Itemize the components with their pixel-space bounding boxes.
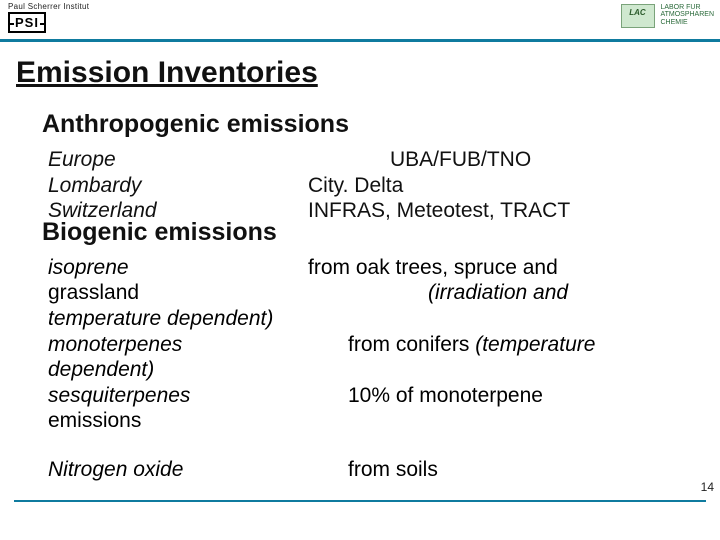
bio-row: isoprene from oak trees, spruce and [48, 255, 702, 281]
bio-row: monoterpenes from conifers (temperature [48, 332, 702, 358]
anthro-source: UBA/FUB/TNO [308, 147, 702, 173]
anthro-row: Europe UBA/FUB/TNO [48, 147, 702, 173]
nitrogen-row: Nitrogen oxide from soils [48, 458, 702, 482]
anthro-region: Europe [48, 147, 308, 173]
bio-source: from oak trees, spruce and [308, 255, 702, 281]
bio-row: grassland (irradiation and [48, 280, 702, 306]
logo-left: Paul Scherrer Institut PSI [8, 2, 89, 33]
lac-badge-icon: LAC [621, 4, 655, 28]
nitrogen-source: from soils [348, 458, 702, 482]
header-bar: Paul Scherrer Institut PSI LAC LABOR FUR… [0, 0, 720, 42]
biogenic-body: isoprene from oak trees, spruce and gras… [48, 255, 702, 434]
bio-note: dependent) [48, 357, 448, 383]
psi-logo: PSI [8, 12, 46, 33]
bio-species: isoprene [48, 255, 308, 281]
bio-source: from conifers (temperature [308, 332, 702, 358]
institute-name: Paul Scherrer Institut [8, 2, 89, 11]
bio-text: emissions [48, 408, 308, 434]
lab-name: LABOR FUR ATMOSPHAREN CHEMIE [660, 4, 714, 26]
bio-note: (irradiation and [308, 280, 702, 306]
bio-source: 10% of monoterpene [308, 383, 702, 409]
anthro-table: Europe UBA/FUB/TNO Lombardy City. Delta … [48, 147, 702, 224]
bio-row: temperature dependent) [48, 306, 702, 332]
bio-species: monoterpenes [48, 332, 308, 358]
anthro-source: INFRAS, Meteotest, TRACT [308, 198, 702, 224]
anthro-heading: Anthropogenic emissions [42, 110, 702, 139]
logo-right: LAC LABOR FUR ATMOSPHAREN CHEMIE [621, 4, 715, 28]
slide-content: Emission Inventories Anthropogenic emiss… [0, 42, 720, 482]
bio-row: sesquiterpenes 10% of monoterpene [48, 383, 702, 409]
footer-rule [14, 500, 706, 502]
bio-note: temperature dependent) [48, 306, 448, 332]
anthro-row: Lombardy City. Delta [48, 173, 702, 199]
anthro-source: City. Delta [308, 173, 702, 199]
bio-row: emissions [48, 408, 702, 434]
page-number: 14 [701, 480, 714, 494]
nitrogen-label: Nitrogen oxide [48, 458, 348, 482]
bio-text: grassland [48, 280, 308, 306]
bio-row: dependent) [48, 357, 702, 383]
bio-species: sesquiterpenes [48, 383, 308, 409]
slide-title: Emission Inventories [16, 56, 702, 90]
anthro-region: Lombardy [48, 173, 308, 199]
biogenic-section: Biogenic emissions isoprene from oak tre… [16, 218, 702, 482]
